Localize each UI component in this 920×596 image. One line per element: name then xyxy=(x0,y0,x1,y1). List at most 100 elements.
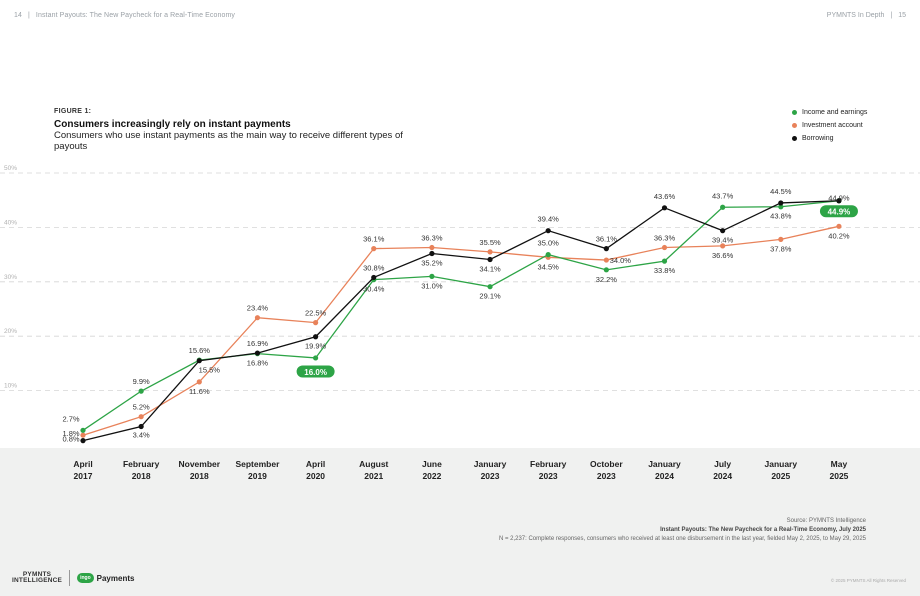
data-label-borrowing: 39.4% xyxy=(712,236,734,245)
x-tick-label-year: 2023 xyxy=(481,471,500,481)
data-point-borrowing xyxy=(313,334,319,340)
x-tick-label-year: 2020 xyxy=(306,471,325,481)
legend-item-investment: Investment account xyxy=(792,119,867,132)
data-point-investment xyxy=(371,246,377,252)
x-tick-label-year: 2025 xyxy=(771,471,790,481)
data-label-borrowing: 43.6% xyxy=(654,192,676,201)
series-line-borrowing xyxy=(82,200,839,442)
figure-subtitle: Consumers who use instant payments as th… xyxy=(54,130,403,152)
x-tick-label-year: 2021 xyxy=(364,471,383,481)
data-point-income xyxy=(313,355,319,361)
data-point-income xyxy=(778,204,784,210)
x-tick-label-year: 2018 xyxy=(190,471,209,481)
series-line-investment xyxy=(82,225,840,436)
data-label-income: 32.2% xyxy=(596,275,618,284)
data-point-borrowing xyxy=(196,358,202,364)
data-point-investment xyxy=(429,244,435,251)
data-point-investment xyxy=(138,414,144,420)
source-line-1: Source: PYMNTS Intelligence xyxy=(786,518,866,524)
source-line-2: Instant Payouts: The New Paycheck for a … xyxy=(660,527,866,533)
x-tick-label: August xyxy=(359,459,388,469)
data-point-income xyxy=(80,427,86,433)
x-tick-label: November xyxy=(179,459,221,469)
x-tick-label-year: 2024 xyxy=(713,471,732,481)
data-label-income: 43.7% xyxy=(712,191,734,200)
x-tick-label: January xyxy=(648,459,681,469)
data-label-income: 31.0% xyxy=(421,281,443,290)
data-point-borrowing xyxy=(545,228,551,234)
data-label-investment: 34.0% xyxy=(610,256,632,265)
data-point-income xyxy=(138,388,144,394)
data-label-income: 30.4% xyxy=(363,285,385,294)
data-point-borrowing xyxy=(487,256,493,263)
legend-label-income: Income and earnings xyxy=(802,109,868,116)
page-number-left: 14 xyxy=(14,12,22,19)
data-label-borrowing: 44.9% xyxy=(828,194,850,203)
y-tick-label: 40% xyxy=(4,219,17,226)
data-label-borrowing: 34.1% xyxy=(479,264,501,273)
brand-name: PYMNTS In Depth xyxy=(826,12,885,19)
figure-label: FIGURE 1: xyxy=(54,108,92,115)
x-tick-label: January xyxy=(474,459,507,469)
data-label-income: 33.8% xyxy=(654,266,676,275)
legend-item-borrowing: Borrowing xyxy=(792,132,867,145)
x-tick-label: May xyxy=(831,459,848,469)
data-point-investment xyxy=(196,379,202,385)
x-tick-label-year: 2018 xyxy=(132,471,151,481)
legend-dot-income xyxy=(792,110,797,115)
data-label-borrowing: 30.8% xyxy=(363,263,385,272)
page-number-right: 15 xyxy=(898,12,906,19)
data-label-borrowing: 19.9% xyxy=(305,342,327,351)
data-point-investment xyxy=(720,243,726,249)
data-point-investment xyxy=(778,236,784,242)
data-label-income: 35.0% xyxy=(538,239,560,248)
x-tick-label-year: 2017 xyxy=(74,471,93,481)
x-tick-label-year: 2024 xyxy=(655,471,674,481)
data-label-investment: 35.5% xyxy=(479,238,501,247)
legend-item-income: Income and earnings xyxy=(792,106,867,119)
chart-legend: Income and earnings Investment account B… xyxy=(792,106,867,145)
x-tick-label: October xyxy=(590,459,623,469)
page-header-right: PYMNTS In Depth | 15 xyxy=(826,12,906,19)
data-label-income: 16.8% xyxy=(247,359,269,368)
data-label-income: 2.7% xyxy=(62,414,79,423)
data-label-borrowing: 16.9% xyxy=(247,339,269,348)
data-label-investment: 36.3% xyxy=(421,234,443,243)
highlight-badge xyxy=(819,205,858,218)
y-tick-label: 50% xyxy=(4,165,17,172)
logo-divider xyxy=(69,570,71,586)
y-tick-label: 30% xyxy=(4,274,17,281)
data-point-borrowing xyxy=(603,246,609,252)
data-point-investment xyxy=(313,320,319,326)
data-point-borrowing xyxy=(778,200,784,206)
data-label-income: 15.6% xyxy=(189,346,211,355)
figure-title: Consumers increasingly rely on instant p… xyxy=(54,119,291,130)
data-point-income xyxy=(661,258,668,264)
data-label-income: 43.8% xyxy=(770,212,792,221)
data-label-borrowing: 3.4% xyxy=(133,431,150,440)
x-tick-label: February xyxy=(123,459,160,469)
line-chart: 10% 20% 30% 40% 50% April 2017 February 2018 Nove… xyxy=(0,165,920,481)
data-point-borrowing xyxy=(720,228,726,234)
page-header-left: 14 | Instant Payouts: The New Paycheck for… xyxy=(14,12,235,19)
data-point-borrowing xyxy=(254,350,261,356)
pymnts-intelligence-logo: PYMNTS INTELLIGENCE xyxy=(12,570,63,584)
data-label-borrowing: 0.8% xyxy=(62,435,79,444)
data-point-income xyxy=(429,273,435,279)
x-tick-label-year: 2023 xyxy=(539,471,558,481)
data-label-investment: 36.6% xyxy=(712,251,734,260)
data-label-borrowing: 39.4% xyxy=(538,215,560,224)
x-tick-label: June xyxy=(422,459,442,469)
data-label-income: 16.0% xyxy=(304,368,327,377)
data-point-borrowing xyxy=(661,205,668,211)
data-label-borrowing: 15.5% xyxy=(199,366,221,375)
data-label-investment: 40.2% xyxy=(828,231,850,240)
data-point-borrowing xyxy=(429,250,435,257)
report-title: Instant Payouts: The New Paycheck for a … xyxy=(35,12,235,19)
data-label-investment: 36.1% xyxy=(363,235,385,244)
data-point-income xyxy=(545,252,551,258)
data-label-income: 29.1% xyxy=(479,292,501,301)
data-point-investment xyxy=(836,223,842,229)
legend-dot-borrowing xyxy=(792,136,797,141)
source-line-3: N = 2,237: Complete responses, consumers… xyxy=(498,536,866,542)
